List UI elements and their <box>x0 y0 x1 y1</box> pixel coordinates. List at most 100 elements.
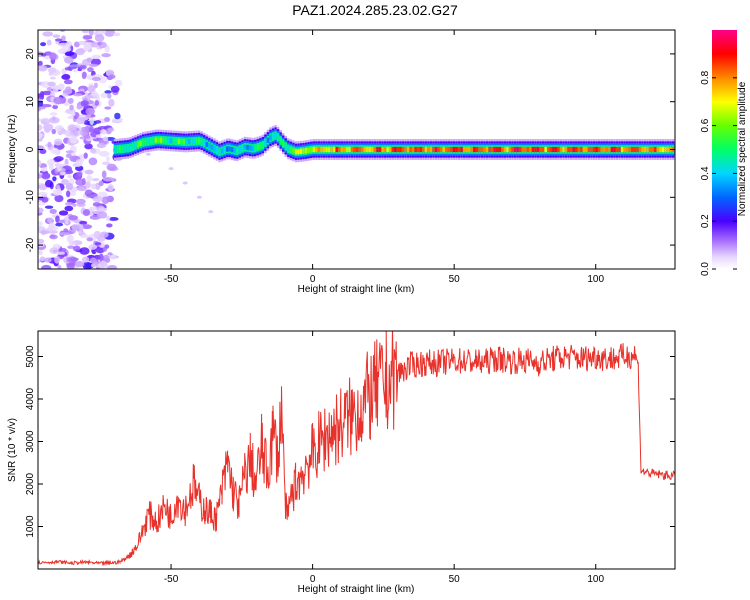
ridge-cell <box>340 146 344 153</box>
ridge-cell <box>348 146 351 153</box>
ridge-cell <box>452 146 456 153</box>
noise-cell <box>69 64 80 68</box>
ridge-cell <box>544 146 547 153</box>
noise-cell <box>108 217 119 221</box>
noise-cell <box>92 202 101 207</box>
ridge-cell <box>587 146 591 153</box>
ridge-cell <box>238 146 242 153</box>
ridge-cell <box>648 146 652 153</box>
x-tick-label: 0 <box>310 274 316 285</box>
noise-cell <box>40 167 48 172</box>
ridge-cell <box>521 146 524 153</box>
noise-cell <box>50 68 56 73</box>
colorbar-axis: 0.0 0.2 0.4 0.6 0.8 <box>700 70 737 276</box>
noise-cell <box>61 178 69 185</box>
ridge-cell <box>592 146 596 153</box>
ridge-cell <box>304 148 308 154</box>
noise-cell <box>44 179 53 188</box>
ridge-cell <box>164 137 168 144</box>
ridge-cell <box>185 139 188 145</box>
noise-cell <box>105 156 111 162</box>
ridge-cell <box>651 146 654 153</box>
noise-cell <box>76 104 82 110</box>
ridge-cell <box>162 137 165 143</box>
noise-cell <box>84 169 94 175</box>
y-tick-label: 3000 <box>25 430 36 453</box>
noise-cell <box>40 42 47 47</box>
ridge-cell <box>389 146 392 153</box>
noise-cell <box>49 208 57 214</box>
noise-cell <box>94 34 105 42</box>
noise-cell <box>57 83 65 91</box>
ridge-cell <box>220 148 224 154</box>
noise-cell <box>88 125 94 133</box>
ridge-cell <box>437 146 440 153</box>
noise-cell <box>100 261 108 267</box>
noise-cell <box>78 224 84 233</box>
noise-cell <box>76 117 85 125</box>
noise-cell <box>108 74 116 79</box>
ridge-cell <box>118 146 122 152</box>
ridge-cell <box>124 145 127 152</box>
x-tick-label: 100 <box>587 274 604 285</box>
noise-cell <box>52 188 63 196</box>
noise-cell <box>63 228 69 234</box>
noise-cell <box>63 79 73 85</box>
ridge-cell <box>462 146 466 153</box>
noise-cell <box>104 30 115 37</box>
noise-cell <box>53 96 65 105</box>
noise-cell <box>51 116 56 121</box>
ridge-cell <box>195 138 198 144</box>
ridge-cell <box>625 146 629 153</box>
ridge-cell <box>192 138 196 144</box>
x-tick-label: 50 <box>449 274 461 285</box>
ridge-cell <box>498 146 501 153</box>
spectrogram-panel: -50 0 50 100 -20 -10 0 10 20 Height of straight… <box>7 29 676 295</box>
noise-cell <box>40 173 51 180</box>
noise-cell <box>91 54 102 60</box>
noise-cell <box>42 31 54 37</box>
y-tick-label: 1000 <box>25 515 36 538</box>
ridge-cell <box>282 140 285 147</box>
snr-panel: -50 0 50 100 1000 2000 3000 4000 5000 Height of… <box>7 330 676 595</box>
ridge-cell <box>383 146 387 153</box>
ridge-cell <box>287 146 290 152</box>
branch-cell <box>208 210 214 214</box>
ridge-cell <box>315 146 318 153</box>
noise-cell <box>101 170 107 179</box>
noise-cell <box>69 104 74 111</box>
ridge-cell <box>152 138 155 144</box>
noise-cell <box>54 38 63 42</box>
ridge-cell <box>483 146 486 153</box>
noise-cell <box>54 156 64 162</box>
ridge-cell <box>511 146 514 153</box>
noise-cell <box>105 137 116 141</box>
ridge-cell <box>503 146 507 153</box>
ridge-cell <box>381 146 384 153</box>
noise-cell <box>47 141 52 148</box>
noise-cell <box>49 76 56 80</box>
noise-cell <box>68 241 77 246</box>
noise-cell <box>38 159 42 168</box>
ridge-cell <box>409 146 412 153</box>
ridge-cell <box>174 138 178 144</box>
ridge-cell <box>615 146 619 153</box>
noise-cell <box>40 118 51 125</box>
ridge-cell <box>360 146 364 153</box>
noise-cell <box>105 215 111 221</box>
noise-cell <box>94 242 102 246</box>
ridge-cell <box>200 139 203 145</box>
noise-cell <box>51 128 57 135</box>
ridge-cell <box>279 137 282 144</box>
noise-cell <box>97 207 108 212</box>
noise-cell <box>38 145 45 150</box>
ridge-cell <box>618 146 621 153</box>
noise-cell <box>80 100 89 107</box>
noise-cell <box>44 205 54 209</box>
noise-cell <box>84 189 94 197</box>
noise-cell <box>65 183 74 191</box>
ridge-cell <box>534 146 537 153</box>
noise-cell <box>89 257 97 264</box>
ridge-cell <box>450 146 453 153</box>
ridge-cell <box>411 146 415 153</box>
